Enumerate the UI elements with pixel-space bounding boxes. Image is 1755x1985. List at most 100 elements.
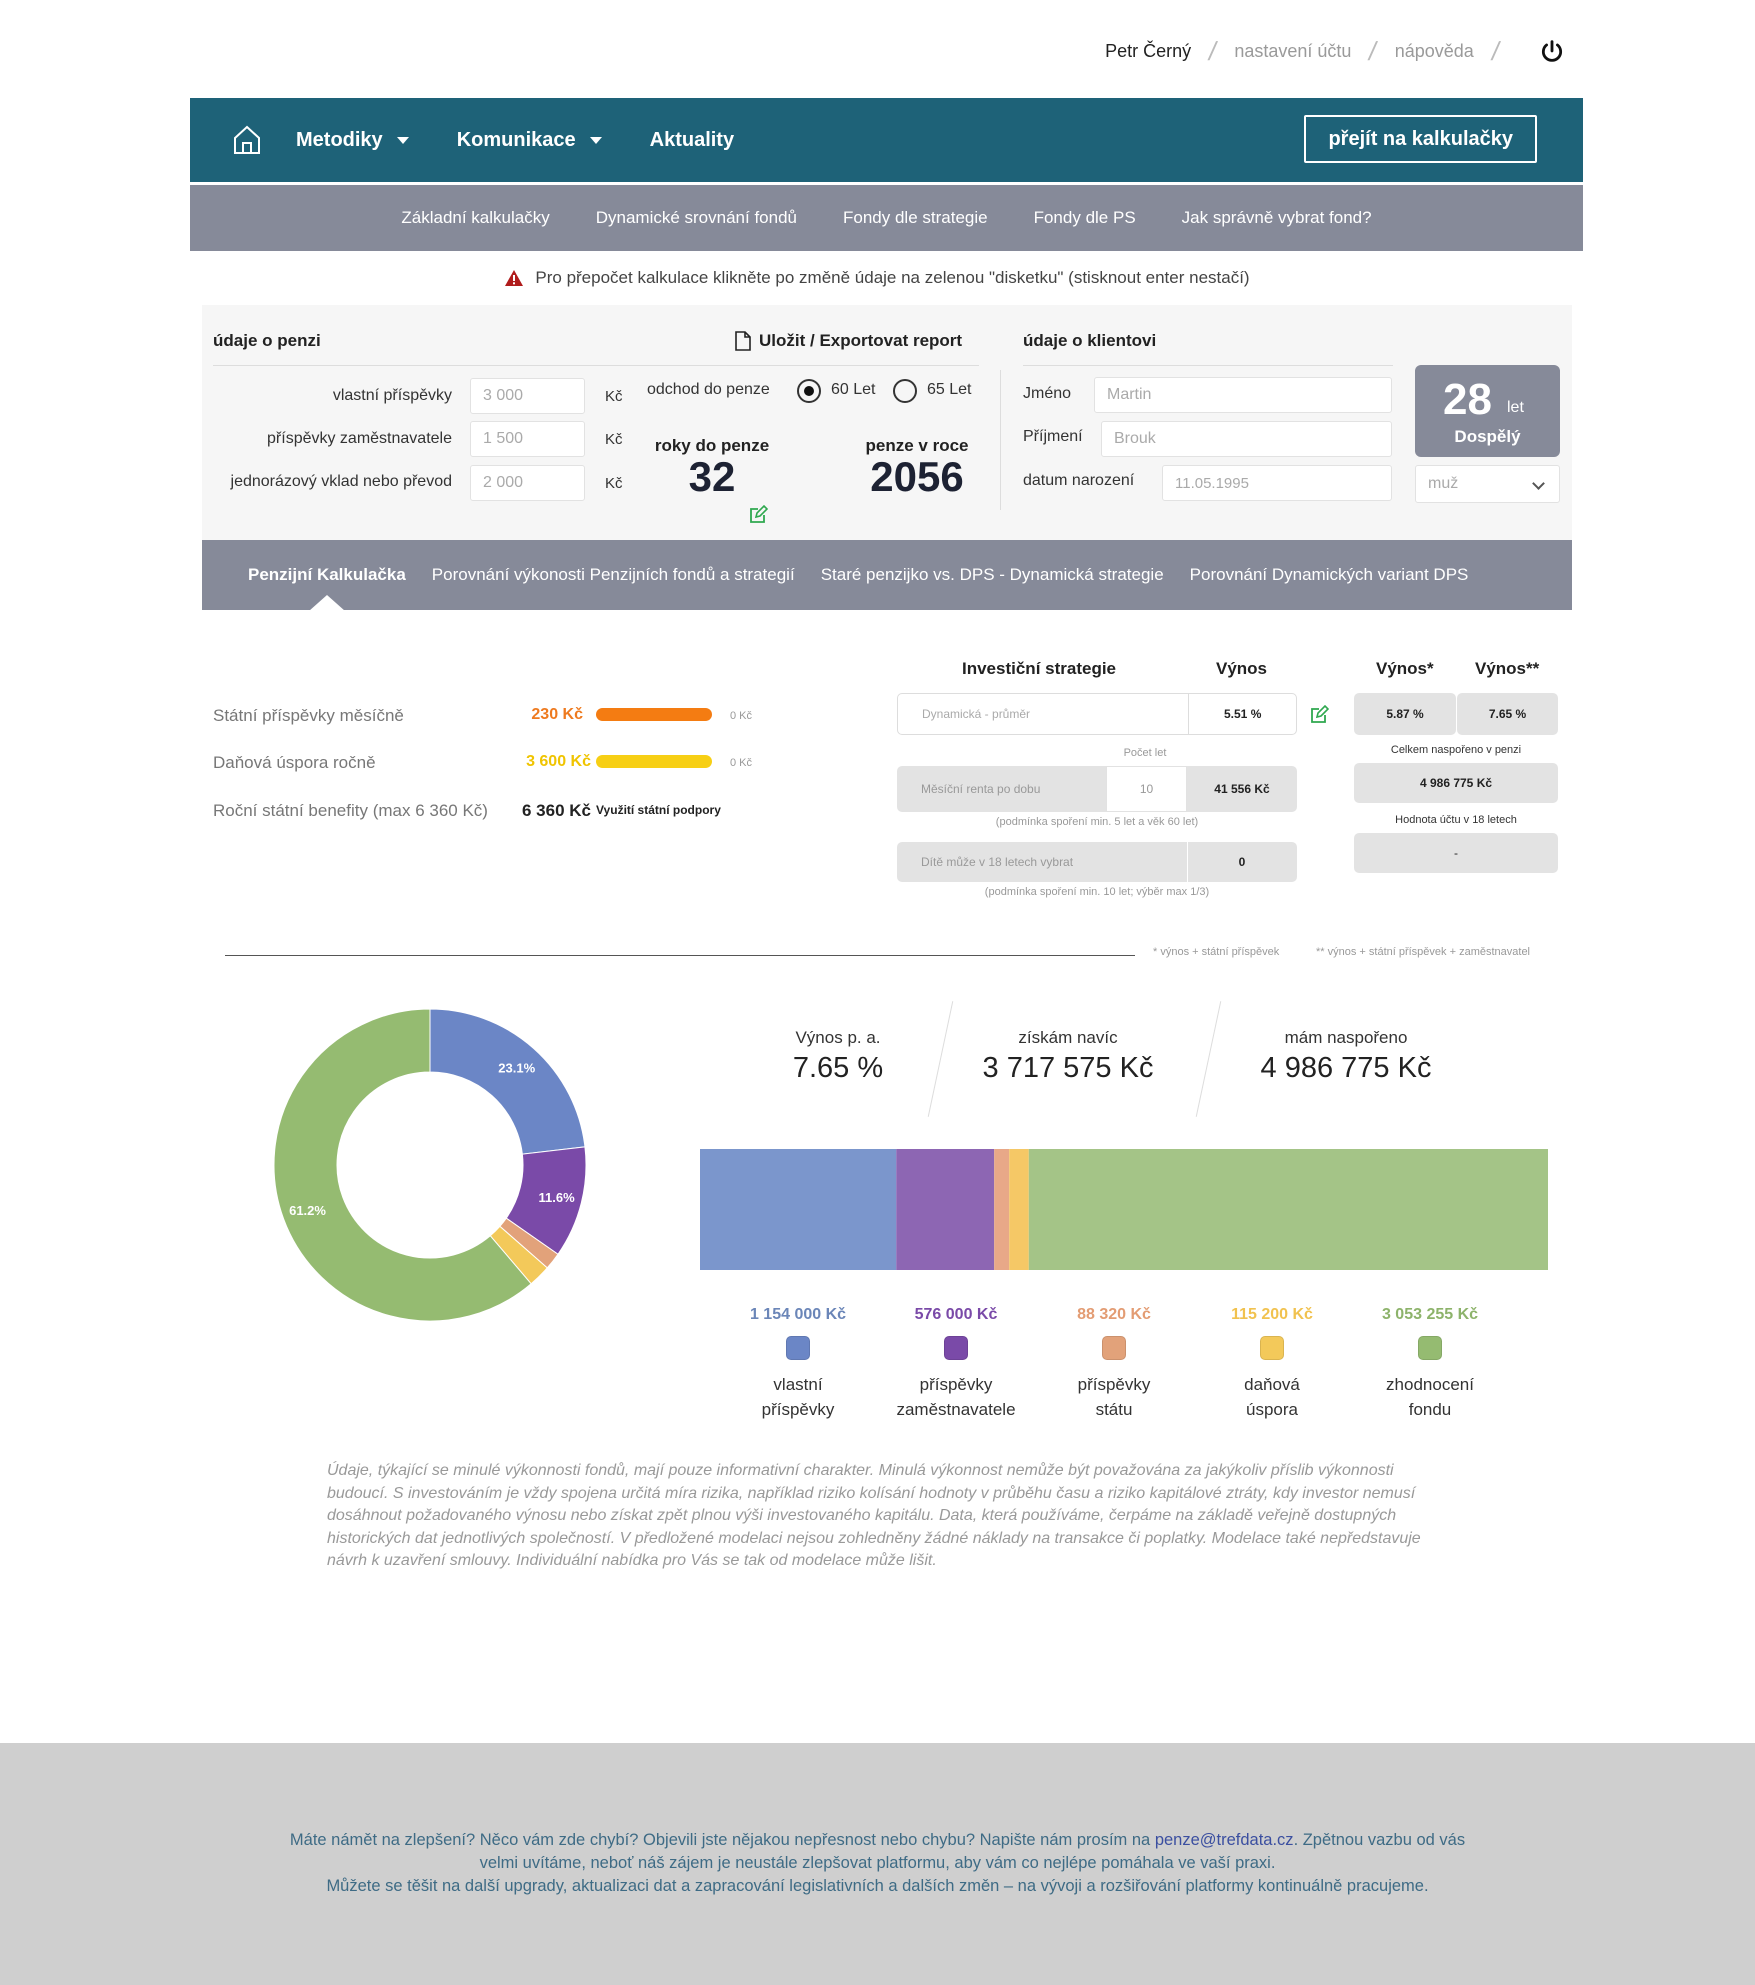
legend-item: 1 154 000 Kč vlastní příspěvky [723, 1306, 873, 1422]
rent-label: Měsíční renta po dobu [921, 782, 1041, 796]
donut-slice-4 [273, 1008, 532, 1322]
divider [1023, 365, 1393, 366]
user-bar: Petr Černý / nastavení účtu / nápověda / [1105, 36, 1565, 67]
yield-pa-value: 7.65 % [792, 1052, 884, 1084]
account-settings-link[interactable]: nastavení účtu [1234, 41, 1352, 61]
tax-saving-label: Daňová úspora ročně [213, 753, 376, 772]
legend-swatch [1102, 1336, 1126, 1360]
employer-contrib-input[interactable]: 1 500 [470, 421, 585, 457]
caret-down-icon [589, 136, 602, 144]
birth-date-input[interactable]: 11.05.1995 [1162, 465, 1392, 501]
first-name-input[interactable]: Martin [1094, 377, 1392, 413]
strategy-header: Investiční strategie [962, 659, 1117, 678]
tab-fund-performance[interactable]: Porovnání výkonosti Penzijních fondů a s… [431, 565, 795, 584]
power-icon[interactable] [1539, 39, 1565, 65]
legend-swatch [1418, 1336, 1442, 1360]
bar-min-label: 0 Kč [730, 757, 753, 769]
unit-label: Kč [605, 475, 623, 492]
single-deposit-input[interactable]: 2 000 [470, 465, 585, 501]
retirement-label: odchod do penze [647, 381, 770, 398]
nav-aktuality[interactable]: Aktuality [650, 129, 734, 152]
tab-pension-calculator[interactable]: Penzijní Kalkulačka [248, 565, 406, 611]
stacked-bar-segment-2 [994, 1149, 1010, 1270]
caret-down-icon [396, 136, 409, 144]
tab-old-vs-dps[interactable]: Staré penzijko vs. DPS - Dynamická strat… [820, 565, 1164, 584]
yield-header: Výnos [1216, 659, 1268, 678]
legend-value: 115 200 Kč [1231, 1306, 1313, 1323]
edit-icon[interactable] [749, 505, 768, 524]
nav-label: Aktuality [649, 128, 735, 151]
age-group: Dospělý [1454, 427, 1521, 446]
sub-nav: Základní kalkulačky Dynamické srovnání f… [190, 185, 1583, 251]
legend-item: 115 200 Kč daňová úspora [1197, 1306, 1347, 1422]
home-icon[interactable] [232, 124, 262, 156]
strategy-select[interactable]: Dynamická - průměr 5.51 % [897, 693, 1297, 735]
footer-text: Máte námět na zlepšení? Něco vám zde chy… [0, 1829, 1755, 1898]
warning-message: Pro přepočet kalkulace klikněte po změně… [0, 268, 1755, 288]
user-name[interactable]: Petr Černý [1105, 41, 1192, 61]
divider [1188, 694, 1189, 734]
legend-label: daňová úspora [1244, 1375, 1300, 1419]
go-to-calculators-button[interactable]: přejít na kalkulačky [1304, 115, 1537, 163]
retire-65-radio[interactable] [893, 379, 917, 403]
legend-value: 88 320 Kč [1077, 1306, 1151, 1323]
rent-years-input[interactable]: 10 [1106, 766, 1187, 812]
tab-dynamic-variants[interactable]: Porovnání Dynamických variant DPS [1189, 565, 1469, 584]
child-condition: (podmínka spoření min. 10 let; výběr max… [984, 886, 1210, 898]
employer-contrib-label: příspěvky zaměstnavatele [267, 430, 452, 447]
calculator-tabs: Penzijní Kalkulačka Porovnání výkonosti … [202, 540, 1572, 611]
total-saved-label: Celkem naspořeno v penzi [1390, 744, 1522, 756]
export-report-button[interactable]: Uložit / Exportovat report [735, 331, 962, 351]
subnav-dynamic-comparison[interactable]: Dynamické srovnání fondů [595, 208, 797, 227]
client-section-title: údaje o klientovi [1023, 331, 1157, 350]
footnote-yield1: * výnos + státní příspěvek [1153, 946, 1280, 958]
account-18-label: Hodnota účtu v 18 letech [1395, 814, 1517, 826]
pension-year-value: 2056 [870, 453, 964, 500]
nav-metodiky[interactable]: Metodiky [296, 129, 409, 152]
yield1-value: 5.87 % [1354, 693, 1456, 735]
footer-email-link[interactable]: penze@trefdata.cz [1154, 1831, 1294, 1849]
gain-label: získám navíc [1018, 1028, 1118, 1047]
subnav-funds-by-ps[interactable]: Fondy dle PS [1033, 208, 1136, 227]
rent-value: 41 556 Kč [1214, 782, 1270, 796]
saved-label: mám naspořeno [1284, 1028, 1408, 1047]
retire-60-radio[interactable] [797, 379, 821, 403]
yield2-header: Výnos** [1475, 659, 1540, 678]
own-contrib-input[interactable]: 3 000 [470, 378, 585, 414]
subnav-basic-calculators[interactable]: Základní kalkulačky [401, 208, 550, 227]
child-value: 0 [1238, 855, 1246, 869]
gender-select[interactable]: muž [1415, 465, 1560, 503]
monthly-contrib-value: 230 Kč [531, 706, 583, 723]
subnav-funds-by-strategy[interactable]: Fondy dle strategie [843, 208, 988, 227]
legend-value: 576 000 Kč [914, 1306, 998, 1323]
footer-line1-end: . Zpětnou vazbu od vás [1293, 1831, 1466, 1849]
last-name-input[interactable]: Brouk [1101, 421, 1392, 457]
legend-swatch [944, 1336, 968, 1360]
child-withdraw-row: Dítě může v 18 letech vybrat 0 [897, 842, 1297, 882]
age-value: 28 [1443, 375, 1492, 424]
strategy-value: Dynamická - průměr [922, 707, 1031, 721]
single-deposit-label: jednorázový vklad nebo převod [230, 473, 452, 490]
account-18-value: - [1354, 833, 1558, 873]
input-panel: údaje o penzi Uložit / Exportovat report… [202, 305, 1572, 540]
footer: Máte námět na zlepšení? Něco vám zde chy… [0, 1743, 1755, 1985]
tax-saving-value: 3 600 Kč [526, 753, 591, 770]
export-label: Uložit / Exportovat report [759, 331, 963, 350]
years-count-label: Počet let [1123, 747, 1167, 759]
divider [213, 365, 979, 366]
saved-stat: mám naspořeno 4 986 775 Kč [1226, 1028, 1466, 1085]
total-saved-value: 4 986 775 Kč [1354, 763, 1558, 803]
gain-stat: získám navíc 3 717 575 Kč [958, 1028, 1178, 1085]
unit-label: Kč [605, 388, 623, 405]
own-contrib-label: vlastní příspěvky [332, 387, 452, 404]
stacked-bar-segment-4 [1028, 1149, 1548, 1270]
help-link[interactable]: nápověda [1394, 41, 1474, 61]
yield1-header: Výnos* [1376, 659, 1434, 678]
subnav-how-to-choose[interactable]: Jak správně vybrat fond? [1181, 208, 1372, 227]
edit-icon[interactable] [1310, 705, 1329, 724]
document-icon [735, 331, 751, 351]
pension-year-label: penze v roce [865, 436, 969, 455]
age-unit: let [1507, 399, 1524, 416]
legend-item: 3 053 255 Kč zhodnocení fondu [1355, 1306, 1505, 1422]
nav-komunikace[interactable]: Komunikace [457, 129, 602, 152]
